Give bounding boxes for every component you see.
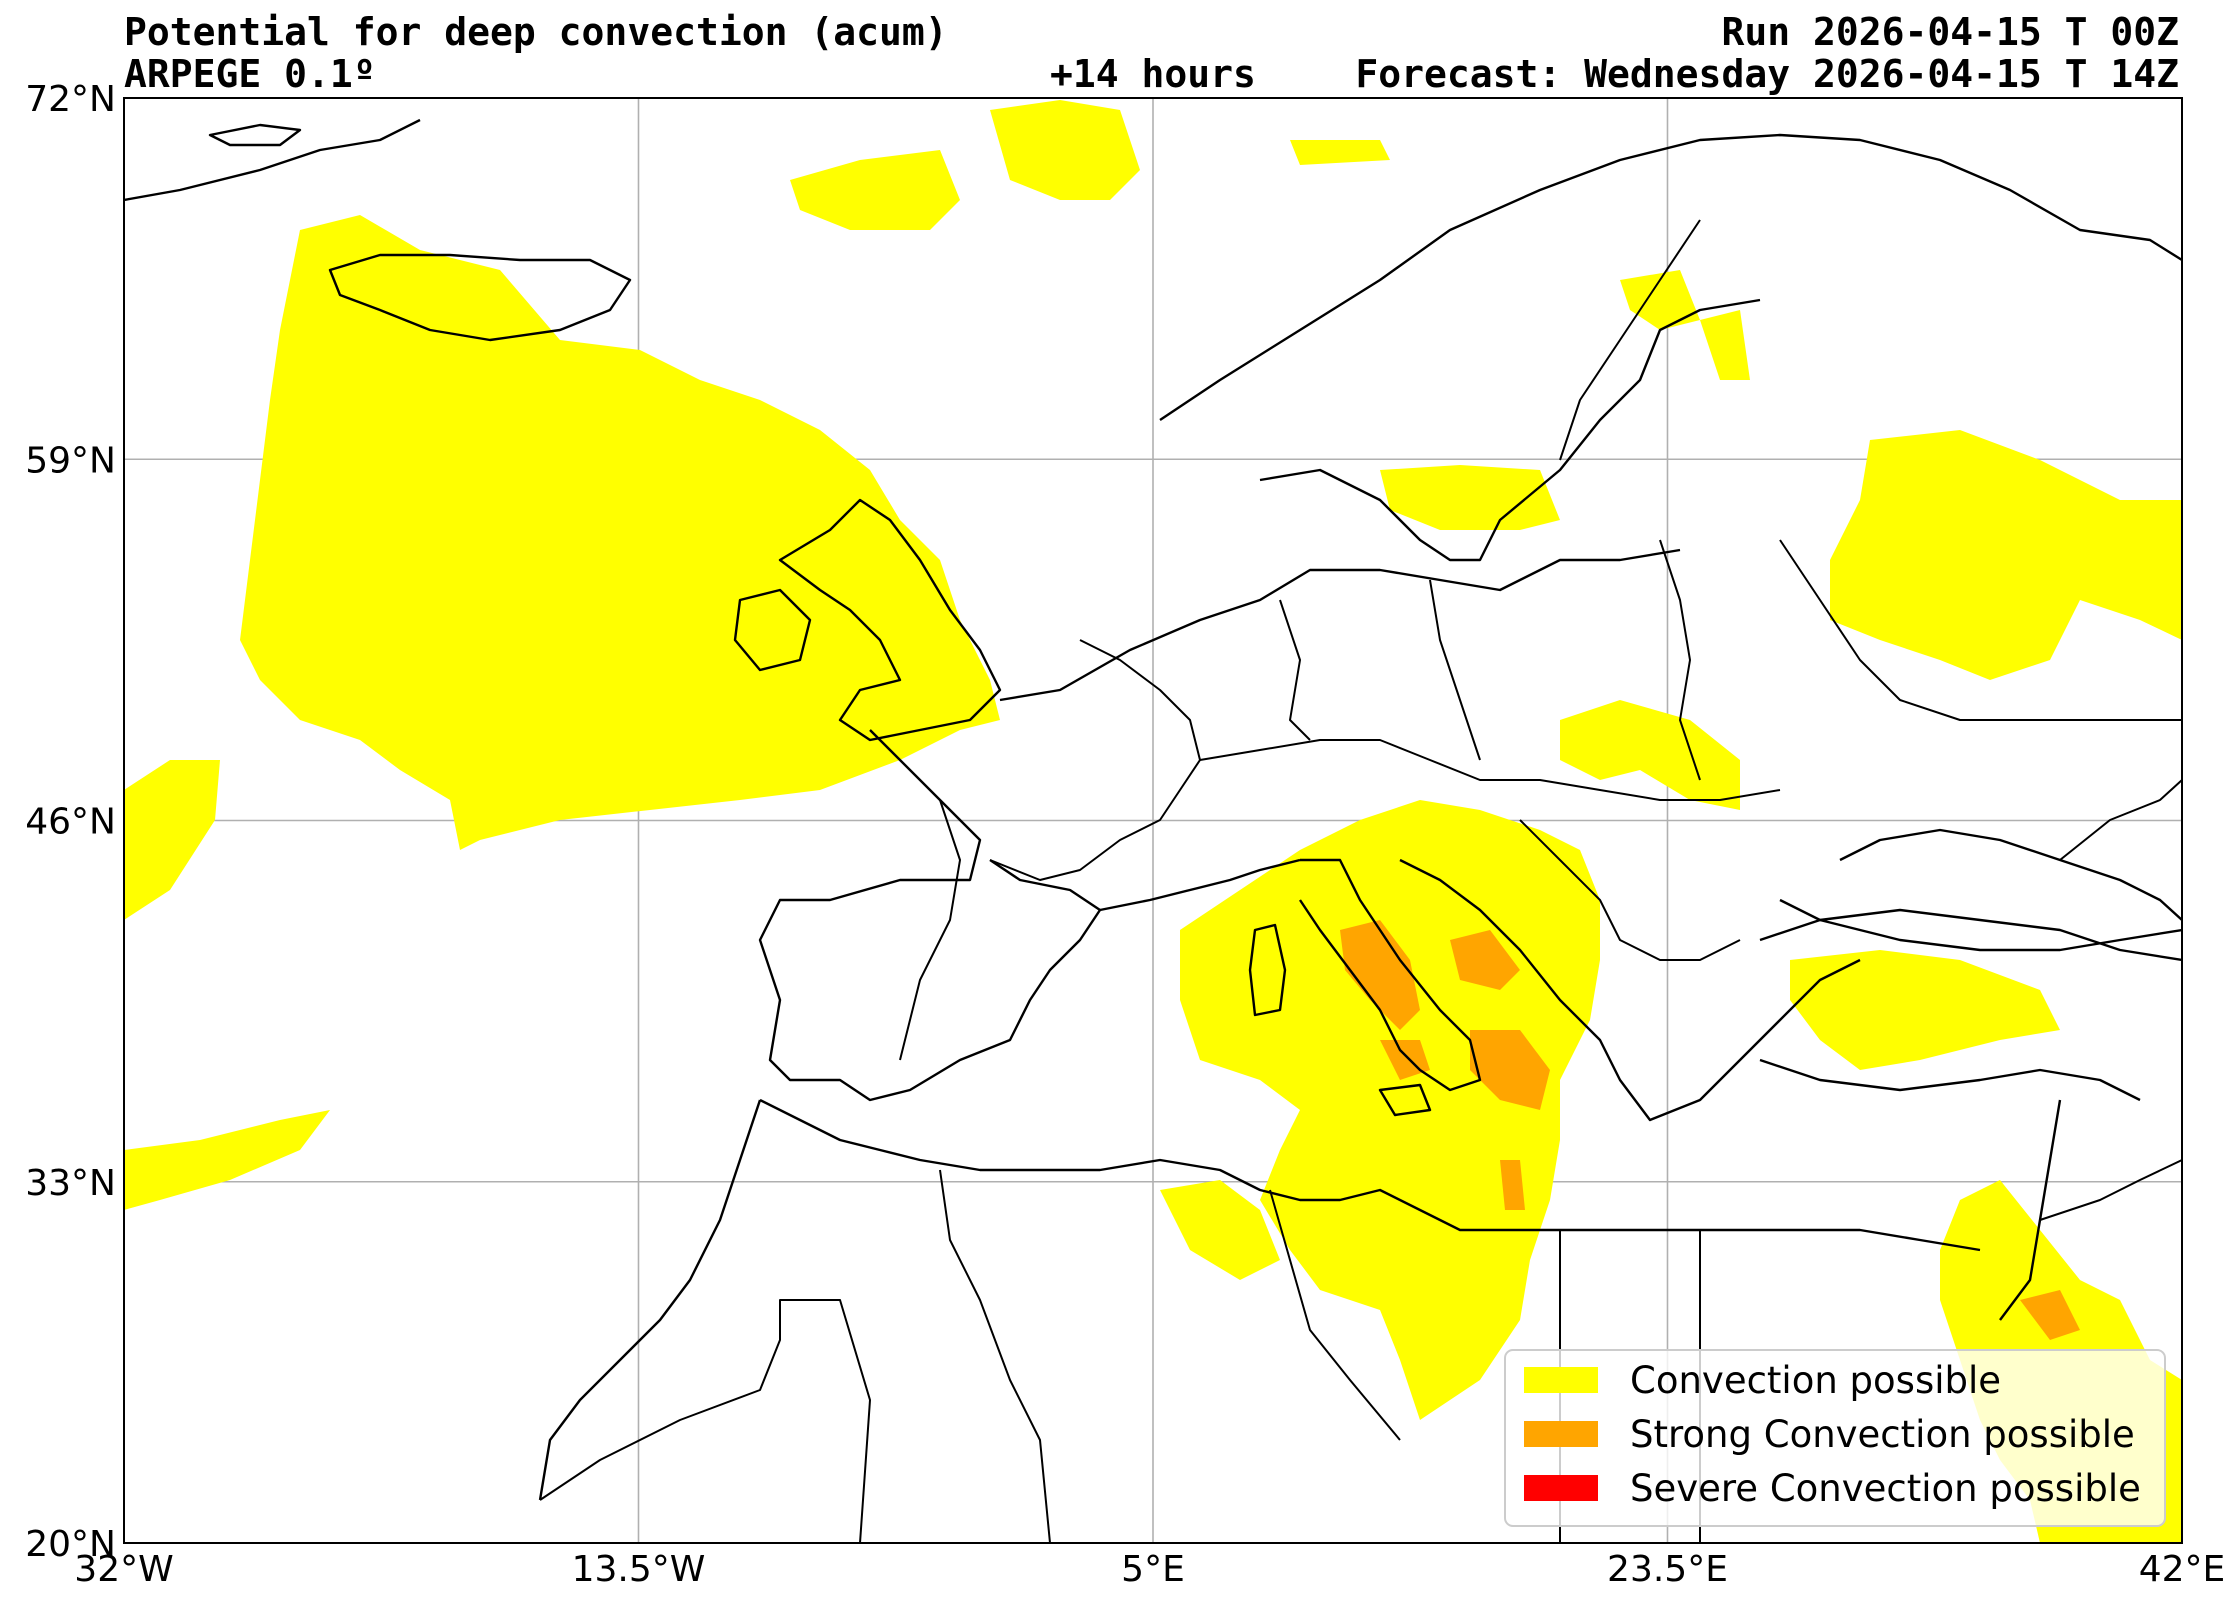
latitude-tick-label: 72°N — [25, 79, 116, 120]
sinai-strong-convection-area — [2020, 1290, 2080, 1340]
svalbard-coast — [208, 123, 302, 147]
arctic-convection-area-2 — [990, 100, 1140, 200]
legend-swatch-strong — [1524, 1421, 1598, 1447]
black-sea-south-coast — [1779, 898, 2182, 952]
italy-coast — [1299, 858, 1482, 1092]
borders-scandinavia — [1559, 219, 1701, 461]
borders-western-sahara — [539, 1299, 871, 1543]
turkey-south-coast — [1759, 1058, 2141, 1102]
europe-north-coast — [999, 548, 1681, 702]
baltic-convection-area — [1380, 465, 1560, 530]
map-title: Potential for deep convection (acum) — [124, 10, 948, 54]
carpathian-convection-area — [1560, 700, 1740, 810]
borders-caucasus — [2059, 779, 2182, 861]
borders-balkans — [1519, 819, 1741, 961]
borders-west-europe — [989, 639, 1201, 881]
sicily-coast — [1378, 1083, 1432, 1117]
adriatic-strong-convection-area — [1450, 930, 1520, 990]
arctic-convection-area-1 — [790, 150, 960, 230]
libya-strong-convection-area — [1500, 1160, 1525, 1210]
longitude-tick-label: 23.5°E — [1607, 1549, 1728, 1590]
atlantic-west-convection-area — [124, 760, 220, 920]
legend-label-strong: Strong Convection possible — [1630, 1413, 2135, 1456]
latitude-labels: 20°N 33°N 46°N 59°N 72°N — [25, 79, 116, 1565]
black-sea-coast — [1839, 828, 2182, 921]
lead-time: +14 hours — [1050, 52, 1256, 96]
eastern-europe-convection-area — [1830, 430, 2182, 680]
longitude-tick-label: 5°E — [1121, 1549, 1185, 1590]
ireland-coast — [733, 588, 812, 672]
borders-central-europe — [1199, 739, 1781, 801]
country-borders — [539, 219, 2182, 1543]
tyrrhenian-strong-convection-area — [1380, 1040, 1430, 1080]
turkey-convection-area — [1790, 950, 2060, 1070]
adriatic-balkan-coast — [1399, 858, 1861, 1122]
borders-poland-east — [1429, 579, 1481, 761]
longitude-tick-label: 42°E — [2139, 1549, 2226, 1590]
atlantic-south-convection-area — [124, 1110, 330, 1210]
latitude-tick-label: 33°N — [25, 1163, 116, 1204]
borders-germany-poland — [1279, 599, 1311, 741]
morocco-atlantic-coast — [538, 1099, 762, 1501]
north-africa-coast — [759, 1098, 1981, 1252]
scandinavia-convection-area — [1620, 270, 1700, 330]
finland-convection-area — [1700, 310, 1750, 380]
arctic-convection-area-3 — [1290, 140, 1390, 165]
longitude-labels: 32°W 13.5°W 5°E 23.5°E 42°E — [74, 1549, 2225, 1590]
norway-coast — [1159, 133, 2182, 421]
borders-levant — [2039, 1159, 2182, 1221]
iberia-coast — [758, 729, 1102, 1102]
longitude-tick-label: 13.5°W — [572, 1549, 706, 1590]
legend-box — [1504, 1349, 2166, 1527]
legend: Convection possible Strong Convection po… — [1504, 1349, 2166, 1527]
borders-baltic-east — [1659, 539, 1701, 781]
north-atlantic-convection-area — [240, 215, 1000, 850]
france-mediterranean-coast — [1099, 858, 1301, 912]
latitude-tick-label: 20°N — [25, 1524, 116, 1565]
iceland-coast — [328, 253, 632, 342]
borders-iberia — [899, 799, 961, 1061]
latitude-tick-label: 46°N — [25, 802, 116, 843]
borders-north-africa-2 — [1269, 1189, 1401, 1441]
legend-swatch-convection — [1524, 1367, 1598, 1393]
borders-east-europe — [1779, 539, 2182, 721]
valid-time: Forecast: Wednesday 2026-04-15 T 14Z — [1355, 52, 2179, 96]
sardinia-corsica-coast — [1248, 923, 1287, 1017]
longitude-tick-label: 32°W — [74, 1549, 173, 1590]
sweden-baltic-coast — [1259, 298, 1761, 562]
legend-label-convection: Convection possible — [1630, 1359, 2001, 1402]
legend-swatch-severe — [1524, 1475, 1598, 1501]
borders-north-africa-1 — [939, 1169, 1051, 1543]
map-frame — [123, 97, 2183, 1544]
coastlines — [124, 118, 2182, 1501]
italy-strong-convection-area — [1340, 920, 1420, 1030]
strong-convection-areas — [1340, 920, 2080, 1340]
libya-convection-area — [1160, 1180, 1280, 1280]
legend-label-severe: Severe Convection possible — [1630, 1467, 2141, 1510]
run-time: Run 2026-04-15 T 00Z — [1721, 10, 2179, 54]
greenland-coast — [124, 118, 421, 202]
ionian-strong-convection-area — [1470, 1030, 1550, 1110]
model-name: ARPEGE 0.1º — [124, 52, 376, 96]
british-isles-coast — [778, 498, 1002, 742]
latitude-tick-label: 59°N — [25, 440, 116, 481]
